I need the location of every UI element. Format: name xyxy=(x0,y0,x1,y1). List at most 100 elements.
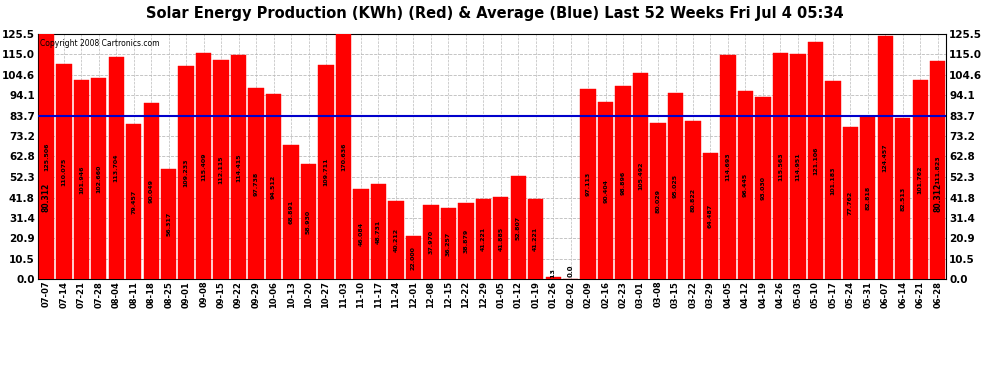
Bar xyxy=(109,57,124,279)
Bar xyxy=(930,60,945,279)
Text: Copyright 2008 Cartronics.com: Copyright 2008 Cartronics.com xyxy=(41,39,159,48)
Text: 98.896: 98.896 xyxy=(621,171,626,195)
Text: 170.636: 170.636 xyxy=(341,142,346,171)
Text: 114.693: 114.693 xyxy=(726,153,731,182)
Text: 121.106: 121.106 xyxy=(813,147,818,175)
Text: 22.000: 22.000 xyxy=(411,246,416,270)
Text: 115.409: 115.409 xyxy=(201,152,206,181)
Text: 109.233: 109.233 xyxy=(184,158,189,187)
Text: 114.415: 114.415 xyxy=(236,153,242,182)
Bar xyxy=(545,277,561,279)
Bar xyxy=(266,94,281,279)
Bar xyxy=(528,199,544,279)
Text: 96.445: 96.445 xyxy=(742,173,748,197)
Bar xyxy=(511,176,526,279)
Text: 40.212: 40.212 xyxy=(393,228,398,252)
Text: 80.822: 80.822 xyxy=(690,188,696,212)
Bar xyxy=(56,64,71,279)
Text: 77.762: 77.762 xyxy=(847,191,852,215)
Bar xyxy=(283,144,299,279)
Bar xyxy=(721,55,736,279)
Bar xyxy=(248,88,263,279)
Text: 97.113: 97.113 xyxy=(586,172,591,196)
Bar xyxy=(319,64,334,279)
Bar xyxy=(196,54,211,279)
Bar xyxy=(598,102,614,279)
Text: 38.879: 38.879 xyxy=(463,229,468,254)
Text: 95.025: 95.025 xyxy=(673,174,678,198)
Text: 56.317: 56.317 xyxy=(166,212,171,236)
Text: 90.049: 90.049 xyxy=(148,179,153,203)
Bar xyxy=(406,236,421,279)
Bar xyxy=(493,197,509,279)
Text: 115.563: 115.563 xyxy=(778,152,783,181)
Bar xyxy=(370,184,386,279)
Bar xyxy=(685,121,701,279)
Text: 48.731: 48.731 xyxy=(376,220,381,244)
Bar xyxy=(441,209,456,279)
Text: 37.970: 37.970 xyxy=(429,230,434,254)
Bar xyxy=(842,127,858,279)
Text: 64.487: 64.487 xyxy=(708,204,713,228)
Bar xyxy=(39,34,54,279)
Text: 1.413: 1.413 xyxy=(550,268,555,288)
Text: 80.312: 80.312 xyxy=(42,183,50,212)
Text: 109.711: 109.711 xyxy=(324,158,329,186)
Text: 112.115: 112.115 xyxy=(219,155,224,184)
Text: 58.930: 58.930 xyxy=(306,210,311,234)
Text: Solar Energy Production (KWh) (Red) & Average (Blue) Last 52 Weeks Fri Jul 4 05:: Solar Energy Production (KWh) (Red) & Av… xyxy=(147,6,843,21)
Bar xyxy=(860,117,875,279)
Text: 114.951: 114.951 xyxy=(795,153,800,181)
Bar xyxy=(144,103,159,279)
Bar xyxy=(773,53,788,279)
Bar xyxy=(790,54,806,279)
Bar xyxy=(580,89,596,279)
Bar xyxy=(214,60,229,279)
Bar xyxy=(231,56,247,279)
Text: 80.312: 80.312 xyxy=(934,183,942,212)
Bar xyxy=(668,93,683,279)
Bar xyxy=(73,80,89,279)
Text: 101.946: 101.946 xyxy=(79,165,84,194)
Bar xyxy=(616,86,631,279)
Text: 36.257: 36.257 xyxy=(446,232,450,256)
Bar xyxy=(423,205,439,279)
Bar xyxy=(703,153,718,279)
Text: 68.891: 68.891 xyxy=(288,200,294,224)
Bar xyxy=(458,203,473,279)
Text: 79.457: 79.457 xyxy=(132,189,137,214)
Text: 125.506: 125.506 xyxy=(44,142,49,171)
Bar xyxy=(913,80,928,279)
Text: 41.221: 41.221 xyxy=(481,227,486,251)
Text: 101.183: 101.183 xyxy=(831,166,836,195)
Text: 97.738: 97.738 xyxy=(253,172,258,196)
Bar xyxy=(877,36,893,279)
Text: 82.818: 82.818 xyxy=(865,186,870,210)
Text: 82.513: 82.513 xyxy=(900,186,905,211)
Text: 41.885: 41.885 xyxy=(498,226,503,251)
Text: 94.512: 94.512 xyxy=(271,175,276,199)
Text: 52.807: 52.807 xyxy=(516,216,521,240)
Bar xyxy=(633,73,648,279)
Bar xyxy=(353,189,368,279)
Bar xyxy=(475,199,491,279)
Bar xyxy=(336,34,351,279)
Text: 110.075: 110.075 xyxy=(61,158,66,186)
Text: 0.0: 0.0 xyxy=(567,265,573,278)
Text: 105.492: 105.492 xyxy=(639,162,644,190)
Bar xyxy=(161,169,176,279)
Bar xyxy=(91,78,107,279)
Bar xyxy=(738,91,753,279)
Bar xyxy=(126,124,142,279)
Text: 93.030: 93.030 xyxy=(760,176,765,200)
Text: 46.084: 46.084 xyxy=(358,222,363,246)
Bar xyxy=(895,118,911,279)
Bar xyxy=(650,123,665,279)
Text: 102.660: 102.660 xyxy=(96,165,101,193)
Bar xyxy=(388,201,404,279)
Bar xyxy=(178,66,194,279)
Bar xyxy=(301,164,316,279)
Text: 113.704: 113.704 xyxy=(114,154,119,182)
Text: 124.457: 124.457 xyxy=(883,143,888,172)
Text: 90.404: 90.404 xyxy=(603,179,608,203)
